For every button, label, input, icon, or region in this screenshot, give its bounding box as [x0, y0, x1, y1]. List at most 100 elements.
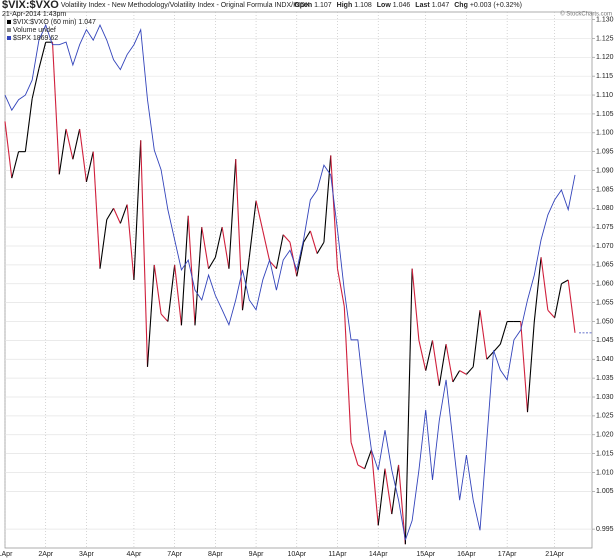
price-segment — [418, 340, 427, 371]
y-tick-label: 1.105 — [596, 111, 614, 118]
y-tick-label: 1.090 — [596, 167, 614, 174]
price-segment — [174, 264, 182, 326]
quote-label: Last — [415, 2, 430, 9]
spx-line — [4, 23, 576, 541]
price-segment — [235, 159, 244, 311]
x-tick-label: 3Apr — [79, 551, 94, 558]
price-segment — [65, 128, 74, 160]
quote-label: Chg — [454, 2, 468, 9]
price-segment — [119, 204, 128, 224]
x-tick-label: 11Apr — [328, 551, 347, 558]
price-segment — [411, 268, 420, 341]
price-segment — [357, 464, 365, 470]
x-tick-label: 4Apr — [127, 551, 142, 558]
price-segment — [493, 343, 501, 353]
source: © StockCharts.com — [560, 11, 612, 18]
price-segment — [221, 227, 230, 269]
price-segment — [540, 257, 549, 311]
quote-value: 1.047 — [432, 2, 450, 9]
price-segment — [99, 219, 108, 269]
y-tick-label: 1.110 — [596, 92, 613, 99]
price-segment — [296, 242, 305, 277]
quote-label: High — [337, 2, 353, 9]
price-segment — [208, 257, 216, 269]
price-segment — [350, 442, 359, 466]
y-tick-label: 1.055 — [596, 299, 614, 306]
price-segment — [4, 121, 13, 179]
x-tick-label: 1Apr — [0, 551, 13, 558]
y-tick-label: 1.035 — [596, 375, 614, 382]
price-segment — [228, 159, 237, 269]
price-segment — [364, 449, 372, 469]
price-segment — [370, 449, 379, 526]
price-segment — [282, 234, 291, 243]
price-segment — [79, 128, 87, 182]
price-segment — [336, 268, 345, 307]
x-tick-label: 9Apr — [249, 551, 264, 558]
price-segment — [526, 321, 535, 413]
chart-header: $VIX:$VXO Volatility Index - New Methodo… — [2, 0, 310, 11]
price-segment — [384, 468, 393, 515]
y-tick-label: 1.100 — [596, 130, 614, 137]
price-segment — [486, 351, 494, 360]
legend-label: $VIX:$VXO (60 min) 1.047 — [13, 19, 96, 26]
y-tick-label: 1.115 — [596, 73, 613, 80]
price-segment — [499, 321, 508, 345]
y-tick-label: 1.060 — [596, 281, 614, 288]
x-tick-label: 16Apr — [457, 551, 476, 558]
price-segment — [479, 310, 488, 360]
price-segment — [72, 128, 81, 160]
price-segment — [180, 215, 189, 326]
price-segment — [126, 204, 135, 281]
price-segment — [316, 241, 325, 254]
legend-label: Volume undef — [13, 27, 56, 34]
y-tick-label: 0.995 — [596, 526, 614, 533]
price-segment — [194, 227, 203, 326]
legend-swatch — [7, 20, 11, 24]
y-tick-label: 1.045 — [596, 337, 614, 344]
price-segment — [438, 344, 447, 386]
price-segment — [24, 98, 33, 152]
legend-swatch — [7, 28, 11, 32]
y-tick-label: 1.125 — [596, 35, 614, 42]
price-segment — [452, 370, 461, 383]
price-segment — [255, 200, 264, 232]
price-segment — [133, 140, 142, 281]
y-tick-label: 1.025 — [596, 413, 614, 420]
price-segment — [391, 464, 400, 515]
x-tick-label: 15Apr — [416, 551, 435, 558]
quote: Open 1.107 High 1.108 Low 1.046 Last 1.047 Chg +0… — [294, 2, 522, 9]
x-tick-label: 14Apr — [369, 551, 388, 558]
price-segment — [554, 283, 562, 318]
y-tick-label: 1.010 — [596, 469, 614, 476]
price-segment — [214, 227, 223, 258]
x-tick-label: 10Apr — [287, 551, 306, 558]
price-segment — [425, 340, 434, 371]
price-segment — [153, 264, 162, 315]
price-segment — [160, 313, 169, 322]
price-segment — [31, 68, 40, 99]
price-segment — [146, 264, 155, 367]
legend-swatch — [7, 36, 11, 40]
chart-subtitle: 21-Apr-2014 1:43pm — [2, 11, 66, 18]
quote-value: 1.046 — [393, 2, 411, 9]
price-segment — [533, 257, 542, 322]
legend-label: $SPX 1869.62 — [13, 35, 58, 42]
price-segment — [262, 230, 271, 262]
price-segment — [92, 151, 101, 269]
price-segment — [248, 200, 257, 258]
price-segment — [140, 140, 149, 367]
chart-title: Volatility Index - New Methodology/Volat… — [61, 2, 310, 9]
x-tick-label: 17Apr — [498, 551, 517, 558]
quote-label: Low — [377, 2, 392, 9]
y-tick-label: 1.085 — [596, 186, 614, 193]
y-tick-label: 1.065 — [596, 262, 614, 269]
y-tick-label: 1.030 — [596, 394, 614, 401]
price-segment — [404, 268, 413, 545]
price-segment — [11, 151, 20, 179]
price-segment — [547, 309, 556, 319]
y-tick-label: 1.080 — [596, 205, 614, 212]
price-segment — [38, 42, 47, 69]
price-segment — [520, 321, 529, 413]
